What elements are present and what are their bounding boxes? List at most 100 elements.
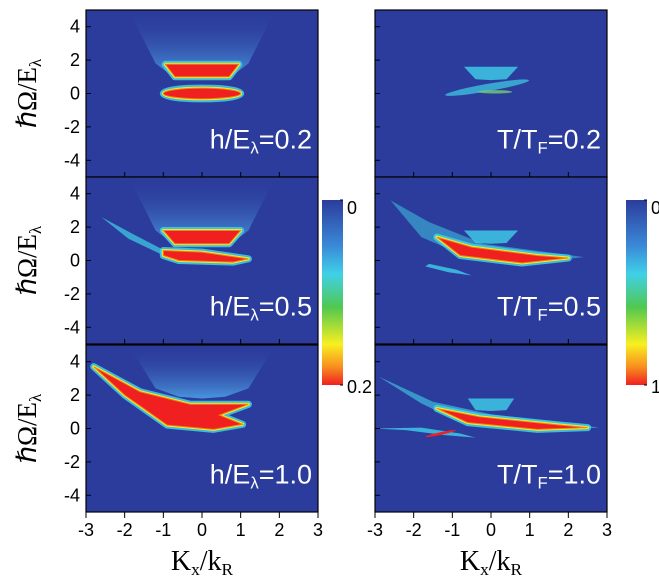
heatmap-region [101,217,172,258]
heatmap-region [463,66,519,81]
x-tick-label: -1 [444,520,460,540]
heatmap [86,10,318,177]
subscript: F [537,139,547,158]
heatmap-region [162,249,249,263]
subscript: F [537,474,547,493]
heatmap [86,177,318,344]
subscript: R [222,560,234,579]
heatmap-background [375,10,607,177]
heatmap-region [477,90,513,94]
x-tick-label: 2 [563,520,573,540]
heatmap-region [467,398,515,411]
colorbar [322,200,343,385]
x-tick-label: 3 [313,520,323,540]
heatmap-region [425,263,472,276]
subscript: x [480,560,489,579]
y-tick-label: 0 [70,419,80,439]
heatmap-region [463,230,519,244]
heatmap [375,345,607,512]
subscript: F [537,306,547,325]
y-tick-label: 2 [70,385,80,405]
y-axis-label: ℏΩ/Eλ [12,393,45,463]
heatmap-region [162,229,242,245]
x-tick-label: 2 [274,520,284,540]
x-tick-label: -2 [406,520,422,540]
text-part: h/E [210,125,251,155]
text-part: =0.2 [548,125,601,155]
text-part: =0.5 [259,292,312,322]
y-tick-label: -4 [64,485,80,505]
text-part: ℏΩ/E [12,402,42,463]
text-part: =1.0 [259,460,312,490]
y-tick-label: 2 [70,217,80,237]
colorbar [626,200,647,385]
colorbar-tick-label: 0 [347,198,357,218]
heatmap-region [436,407,588,430]
y-tick-label: -4 [64,150,80,170]
text-part: ℏΩ/E [12,234,42,295]
x-tick-label: 0 [486,520,496,540]
colorbar-tick-label: 1 [651,377,659,397]
y-tick-label: 4 [70,352,80,372]
x-tick-label: -3 [78,520,94,540]
heatmap [375,177,607,344]
colorbar-tick-label: 0.2 [347,377,372,397]
y-tick-label: 2 [70,50,80,70]
text-part: =0.2 [259,125,312,155]
subscript: λ [250,139,259,158]
x-tick-label: -2 [117,520,133,540]
subscript: λ [26,225,45,234]
y-axis-label: ℏΩ/Eλ [12,58,45,128]
heatmap-region [162,87,242,100]
y-tick-label: 4 [70,184,80,204]
text-part: =0.5 [548,292,601,322]
heatmap-region [436,236,569,264]
panel-annotation: h/Eλ=1.0 [210,460,312,493]
x-axis-label: Kx/kR [460,546,523,579]
x-tick-label: 1 [525,520,535,540]
text-part: T/T [497,125,538,155]
y-tick-label: -4 [64,317,80,337]
heatmap-region [425,430,456,437]
heatmap-region [128,345,276,399]
colorbar-tick-label: 0 [651,198,659,218]
heatmap [375,10,607,177]
subscript: λ [26,393,45,402]
subscript: x [191,560,200,579]
subscript: λ [26,58,45,67]
x-tick-label: 3 [602,520,612,540]
heatmap [86,345,318,512]
text-part: h/E [210,292,251,322]
text-part: ℏΩ/E [12,67,42,128]
text-part: T/T [497,460,538,490]
panel-annotation: T/TF=1.0 [497,460,601,493]
y-tick-label: 0 [70,84,80,104]
heatmap-region [375,427,476,438]
y-tick-label: 0 [70,251,80,271]
text-part: /k [200,546,222,577]
x-tick-label: -3 [367,520,383,540]
heatmap-region [128,10,276,77]
subscript: R [511,560,523,579]
y-tick-label: -2 [64,284,80,304]
y-axis-label: ℏΩ/Eλ [12,225,45,295]
y-tick-label: -2 [64,452,80,472]
x-tick-label: 1 [236,520,246,540]
text-part: K [460,546,480,577]
x-tick-label: -1 [155,520,171,540]
y-tick-label: -2 [64,117,80,137]
panel-annotation: T/TF=0.5 [497,292,601,325]
text-part: =1.0 [548,460,601,490]
x-tick-label: 0 [197,520,207,540]
subscript: λ [250,474,259,493]
x-axis-label: Kx/kR [171,546,234,579]
heatmap-region [93,366,249,430]
heatmap-region [445,79,530,96]
panel-annotation: h/Eλ=0.2 [210,125,312,158]
text-part: /k [489,546,511,577]
text-part: T/T [497,292,538,322]
heatmap-region [164,63,240,78]
text-part: h/E [210,460,251,490]
panel-annotation: h/Eλ=0.5 [210,292,312,325]
